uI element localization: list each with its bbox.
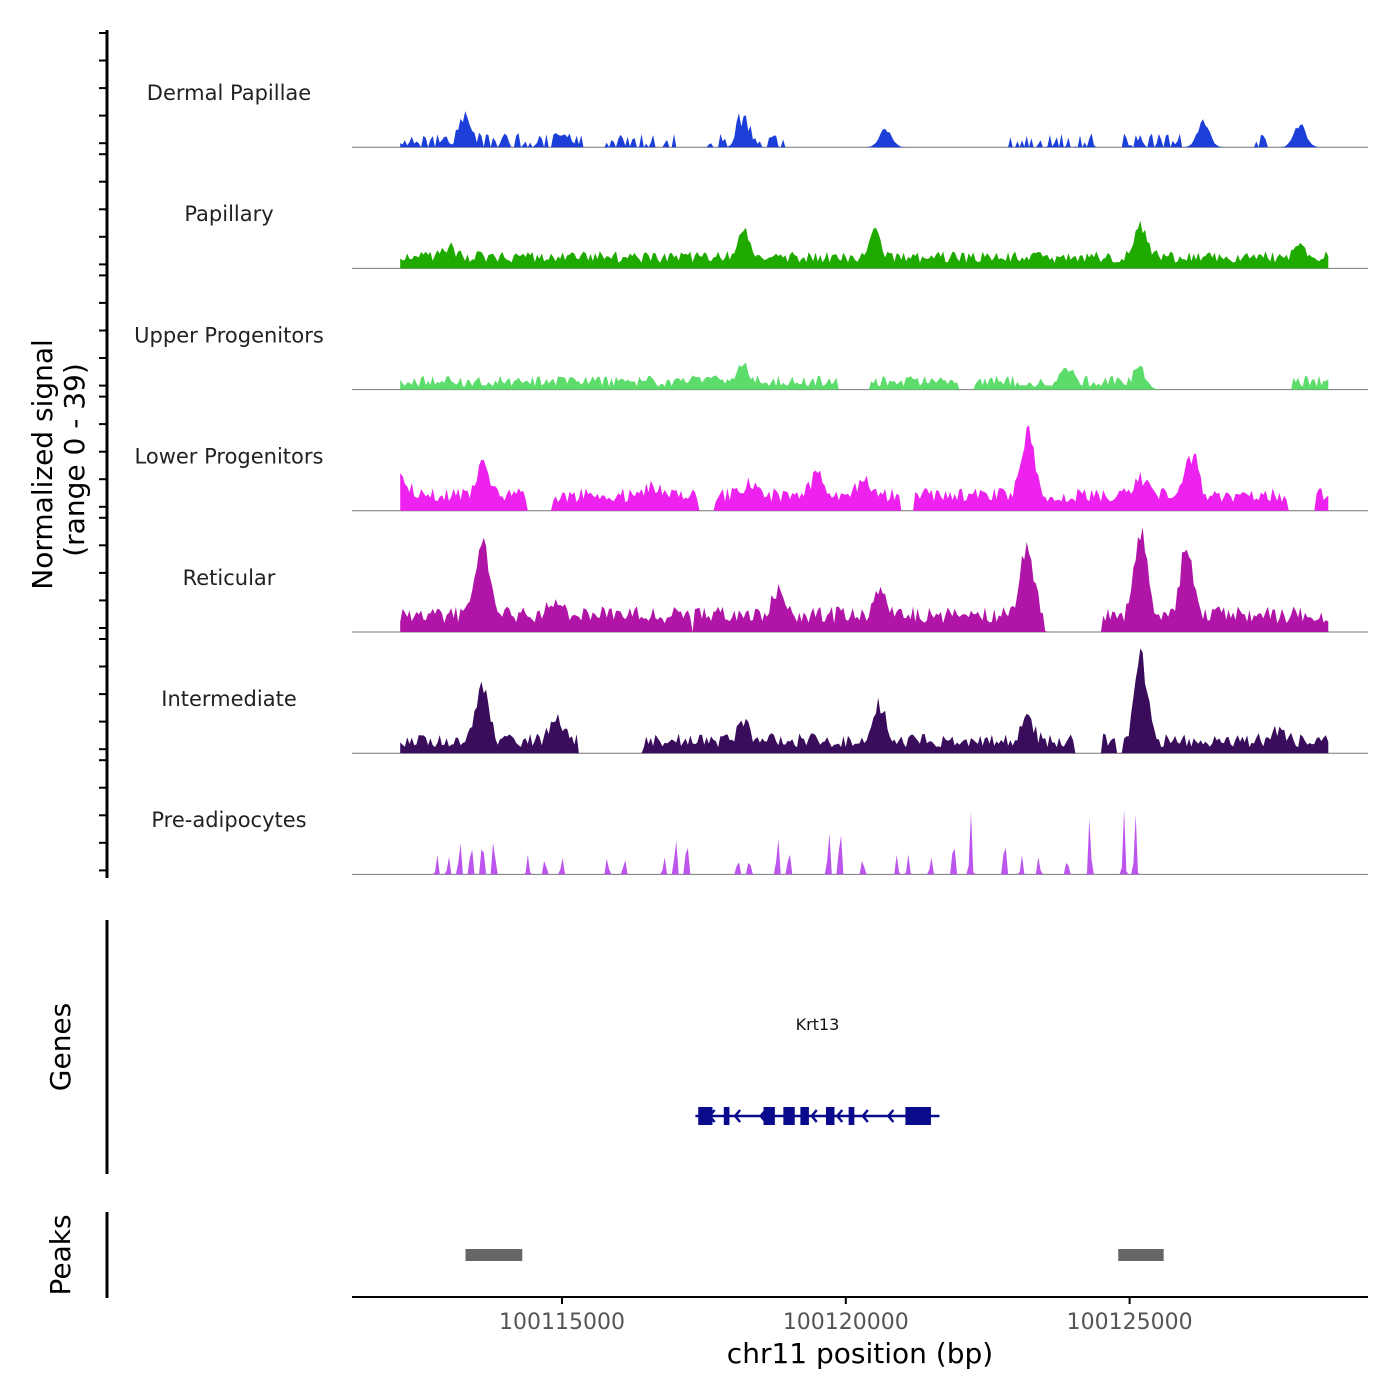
track-lower-progenitors: Lower Progenitors [135, 425, 1368, 512]
signal-area [400, 648, 1329, 754]
track-label: Papillary [184, 202, 273, 226]
x-tick-label: 100115000 [499, 1310, 625, 1335]
track-pre-adipocytes: Pre-adipocytes [151, 808, 1368, 875]
x-axis-title: chr11 position (bp) [727, 1337, 993, 1370]
signal-area [400, 220, 1329, 269]
signal-area [400, 111, 1329, 148]
strand-arrow [733, 1109, 742, 1123]
gene-exon [800, 1107, 809, 1125]
signal-area [400, 362, 1329, 390]
peak-region[interactable] [465, 1249, 523, 1261]
track-label: Intermediate [161, 687, 297, 711]
gene-krt13[interactable]: Krt13 [695, 1015, 940, 1125]
gene-exon [848, 1107, 855, 1125]
track-papillary: Papillary [184, 202, 1368, 269]
gene-exon [905, 1107, 931, 1125]
track-dermal-papillae: Dermal Papillae [147, 81, 1368, 148]
track-upper-progenitors: Upper Progenitors [134, 323, 1368, 391]
y-axis-title: Normalized signal (range 0 - 39) [26, 330, 91, 589]
peak-track [465, 1249, 1164, 1261]
y-axis-title-line1: Normalized signal [26, 339, 59, 590]
peaks-track-title: Peaks [44, 1214, 77, 1295]
y-axis-title-line2: (range 0 - 39) [58, 363, 91, 557]
strand-arrow [861, 1109, 869, 1123]
track-reticular: Reticular [183, 527, 1368, 633]
x-axis-ticks: 100115000 100120000 100125000 [499, 1297, 1193, 1335]
x-tick-label: 100120000 [783, 1310, 909, 1335]
gene-exon [783, 1107, 795, 1125]
track-label: Lower Progenitors [135, 445, 324, 469]
track-label: Upper Progenitors [134, 323, 324, 347]
track-intermediate: Intermediate [161, 648, 1368, 754]
signal-tracks: Dermal Papillae Papillary Upper Progenitor… [134, 81, 1368, 875]
strand-arrow [886, 1109, 895, 1123]
gene-exon [825, 1107, 835, 1125]
strand-arrow [810, 1109, 818, 1123]
x-tick-label: 100125000 [1067, 1310, 1193, 1335]
gene-exon [763, 1107, 775, 1125]
gene-label: Krt13 [796, 1015, 840, 1034]
gene-exon [698, 1107, 713, 1125]
signal-area [400, 527, 1329, 632]
track-label: Pre-adipocytes [151, 808, 306, 832]
signal-area [400, 809, 1329, 875]
track-label: Dermal Papillae [147, 81, 311, 105]
strand-arrow [835, 1109, 844, 1123]
genes-track-title: Genes [44, 1003, 77, 1091]
gene-track: Krt13 [695, 1015, 940, 1125]
signal-area [400, 425, 1329, 511]
track-label: Reticular [183, 566, 276, 590]
gene-exon [723, 1107, 730, 1125]
peak-region[interactable] [1118, 1249, 1164, 1261]
